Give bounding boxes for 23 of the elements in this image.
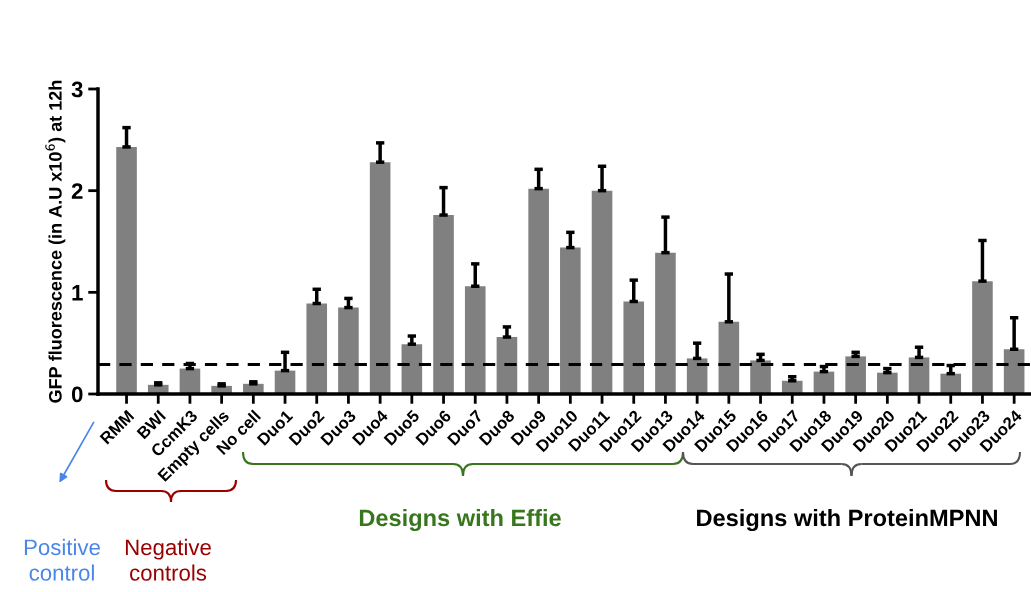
y-tick-label: 3	[71, 81, 83, 98]
bar	[972, 281, 993, 394]
bar	[464, 286, 486, 394]
bar	[338, 307, 359, 394]
text: Designs with ProteinMPNN	[697, 508, 997, 532]
bar	[623, 301, 645, 394]
bar	[116, 146, 137, 394]
bar	[528, 188, 549, 394]
bar	[369, 162, 391, 394]
bar	[845, 356, 866, 394]
text: Negative controls	[125, 538, 211, 581]
bar	[433, 215, 454, 394]
y-tick-label: 1	[72, 285, 83, 301]
y-tick-label: 2	[71, 183, 83, 199]
y-tick-label: 0	[71, 386, 83, 403]
y-axis-title: GFP fluorescence (in A.U x10$^{6}$) at 12h	[45, 80, 66, 403]
bar	[560, 247, 581, 394]
text: Positive control	[24, 538, 100, 581]
bar	[306, 303, 328, 394]
bar	[591, 190, 613, 394]
text: Designs with Effie	[359, 508, 561, 532]
bar	[718, 321, 740, 394]
bar	[655, 252, 676, 394]
